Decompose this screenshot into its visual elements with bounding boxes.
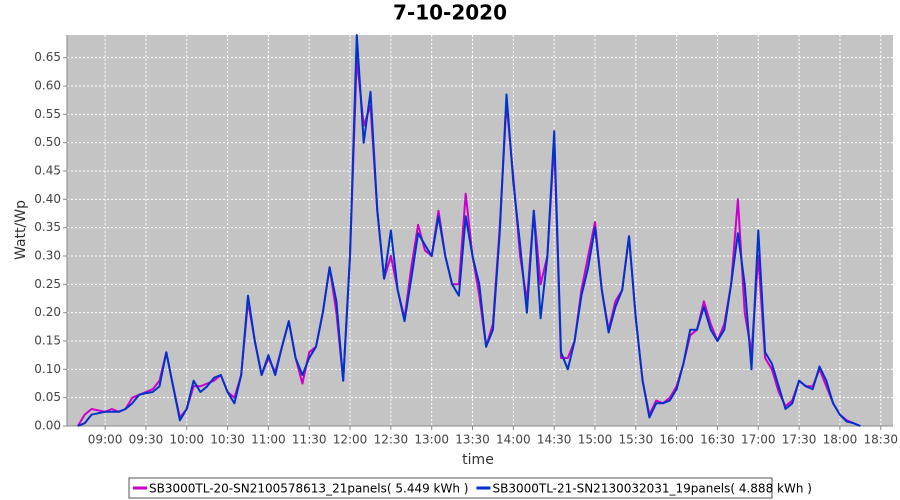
y-tick-label: 0.60	[34, 79, 61, 93]
y-tick-label: 0.10	[34, 362, 61, 376]
x-tick-label: 15:00	[578, 433, 613, 447]
x-tick-label: 17:00	[741, 433, 776, 447]
x-tick-label: 17:30	[782, 433, 817, 447]
legend-label: SB3000TL-20-SN2100578613_21panels( 5.449…	[149, 482, 468, 496]
legend: SB3000TL-20-SN2100578613_21panels( 5.449…	[133, 482, 812, 496]
x-tick-label: 11:00	[251, 433, 286, 447]
plot-area	[67, 35, 893, 426]
y-tick-label: 0.20	[34, 305, 61, 319]
x-tick-label: 11:30	[292, 433, 327, 447]
y-tick-label: 0.05	[34, 390, 61, 404]
y-tick-label: 0.35	[34, 220, 61, 234]
x-tick-label: 12:00	[333, 433, 368, 447]
y-tick-label: 0.00	[34, 419, 61, 433]
y-tick-label: 0.30	[34, 249, 61, 263]
x-axis-label: time	[462, 452, 494, 468]
x-tick-label: 13:30	[455, 433, 490, 447]
x-tick-label: 18:00	[823, 433, 858, 447]
y-tick-label: 0.25	[34, 277, 61, 291]
series-line	[77, 34, 861, 427]
chart-title: 7-10-2020	[393, 1, 507, 25]
x-tick-label: 12:30	[374, 433, 409, 447]
x-tick-label: 15:30	[619, 433, 654, 447]
x-tick-label: 10:00	[169, 433, 204, 447]
legend-box	[128, 477, 773, 499]
y-tick-label: 0.65	[34, 50, 61, 64]
y-tick-label: 0.55	[34, 107, 61, 121]
y-tick-label: 0.15	[34, 334, 61, 348]
x-tick-label: 14:30	[537, 433, 572, 447]
y-axis-label: Watt/Wp	[13, 200, 29, 260]
x-tick-label: 16:30	[700, 433, 735, 447]
y-tick-label: 0.45	[34, 164, 61, 178]
x-tick-label: 16:00	[659, 433, 694, 447]
x-tick-label: 18:30	[863, 433, 898, 447]
legend-label: SB3000TL-21-SN2130032031_19panels( 4.888…	[492, 482, 811, 496]
x-tick-label: 09:00	[88, 433, 123, 447]
x-tick-label: 10:30	[210, 433, 245, 447]
x-tick-label: 14:00	[496, 433, 531, 447]
x-tick-label: 13:00	[414, 433, 449, 447]
x-tick-label: 09:30	[129, 433, 164, 447]
y-tick-label: 0.40	[34, 192, 61, 206]
y-tick-label: 0.50	[34, 135, 61, 149]
